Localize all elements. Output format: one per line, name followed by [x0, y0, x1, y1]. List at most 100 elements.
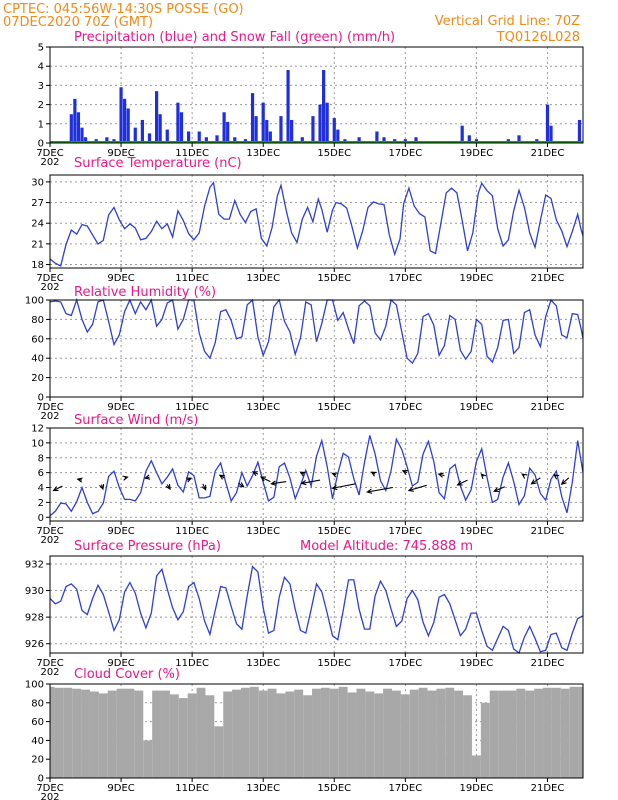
wind-vector-head: [331, 484, 338, 491]
x-tick-label: 17DEC: [388, 783, 422, 794]
cloud-cover-bar: [347, 692, 357, 778]
cloud-cover-bar: [196, 687, 206, 778]
x-tick-label: 15DEC: [317, 658, 351, 669]
wind-vector-arrow: [251, 471, 259, 477]
precip-bar: [119, 87, 123, 143]
cloud-cover-bar: [54, 687, 64, 778]
x-tick-label: 7DEC: [36, 526, 63, 537]
panel-title: Surface Wind (m/s): [74, 413, 198, 428]
y-tick-label: 932: [25, 559, 44, 570]
cloud-cover-bar: [134, 690, 144, 778]
header-run-line: 07DEC2020 70Z (GMT): [3, 15, 153, 30]
precip-bar: [204, 137, 208, 143]
wind-series-line: [49, 435, 584, 517]
cloud-cover-bar: [205, 695, 215, 778]
plot-frame: [49, 46, 584, 144]
wind-vector-head: [122, 475, 129, 481]
header-station-line: CPTEC: 045:56W-14:30S POSSE (GO): [3, 2, 244, 17]
precip-bar: [290, 119, 294, 143]
y-tick-label: 60: [31, 334, 44, 345]
wind-vector-arrow: [331, 483, 356, 491]
cloud-cover-bar: [72, 688, 82, 778]
y-tick-label: 926: [25, 639, 44, 650]
cloud-cover-bar: [329, 688, 339, 778]
y-tick-label: 12: [31, 424, 44, 435]
x-tick-label: 17DEC: [388, 658, 422, 669]
precip-bar: [460, 125, 464, 143]
x-tick-label: 9DEC: [107, 402, 134, 413]
wind-vector-arrow: [456, 479, 468, 486]
x-tick-label: 15DEC: [317, 783, 351, 794]
cloud-cover-bar: [187, 693, 197, 778]
wind-vector-head: [218, 474, 225, 480]
x-year-label: 202: [40, 282, 59, 293]
x-tick-label: 7DEC: [36, 148, 63, 159]
x-tick-label: 19DEC: [460, 148, 494, 159]
y-tick-label: 40: [31, 736, 44, 747]
cloud-cover-bar: [534, 688, 544, 778]
cloud-cover-bar: [320, 687, 330, 778]
x-tick-label: 19DEC: [460, 402, 494, 413]
wind-vector-arrow: [238, 482, 245, 488]
precip-bar: [123, 98, 127, 143]
wind-vector-head: [165, 483, 171, 491]
x-tick-label: 7DEC: [36, 783, 63, 794]
precip-bar: [375, 131, 379, 143]
x-tick-label: 11DEC: [175, 148, 209, 159]
wind-vector-arrow: [99, 483, 105, 491]
precip-bar: [517, 135, 521, 143]
cloud-cover-panel: 0 20 40 60 80 100 7DEC 9DEC 11DEC 13DEC 15DEC 17DEC…: [25, 667, 584, 800]
y-tick-label: 4: [38, 62, 44, 73]
wind-vector-shaft: [561, 477, 570, 485]
cloud-cover-bar: [356, 688, 366, 778]
cloud-cover-bar: [169, 694, 179, 778]
cloud-cover-bar: [294, 689, 304, 778]
precip-bar: [76, 112, 81, 143]
y-tick-label: 930: [25, 586, 44, 597]
precip-bar: [179, 112, 184, 143]
cloud-cover-bar: [267, 688, 277, 778]
y-tick-label: 0: [38, 513, 44, 524]
x-tick-label: 17DEC: [388, 273, 422, 284]
precip-bar: [83, 137, 88, 143]
wind-vector-arrow: [144, 474, 151, 480]
wind-vector-head: [259, 476, 267, 482]
wind-vector-shaft: [408, 484, 427, 492]
y-tick-label: 27: [31, 198, 44, 209]
precip-bar: [80, 127, 84, 143]
wind-vector-head: [437, 472, 444, 478]
wind-vector-arrow: [299, 471, 306, 477]
wind-vector-arrow: [122, 475, 129, 481]
wind-vector-shaft: [53, 485, 63, 491]
x-tick-label: 11DEC: [175, 526, 209, 537]
cloud-cover-bar: [454, 690, 464, 778]
x-tick-label: 15DEC: [317, 273, 351, 284]
precip-bar: [549, 125, 553, 143]
y-tick-label: 20: [31, 755, 44, 766]
x-tick-label: 21DEC: [531, 273, 565, 284]
precip-bar: [186, 131, 191, 143]
y-tick-label: 30: [31, 177, 44, 188]
cloud-cover-bar: [214, 726, 224, 778]
x-tick-label: 19DEC: [460, 273, 494, 284]
y-tick-label: 100: [25, 680, 44, 691]
wind-vector-head: [553, 474, 560, 480]
y-tick-label: 8: [38, 453, 44, 464]
precip-bar: [226, 121, 230, 143]
y-tick-label: 0: [38, 774, 44, 785]
x-tick-label: 11DEC: [175, 783, 209, 794]
precip-bar: [382, 137, 386, 143]
x-tick-label: 13DEC: [246, 783, 280, 794]
wind-vector-head: [407, 486, 414, 492]
wind-vector-head: [99, 483, 105, 491]
cloud-cover-bar: [383, 688, 393, 778]
x-tick-label: 13DEC: [246, 402, 280, 413]
wind-vector-shaft: [457, 479, 468, 486]
x-tick-label: 13DEC: [246, 273, 280, 284]
rh-series-line: [49, 297, 584, 365]
precip-bar: [577, 119, 582, 143]
wind-vector-arrow: [259, 476, 271, 483]
wind-vector-head: [366, 488, 373, 494]
precip-bar: [73, 98, 77, 143]
x-year-label: 202: [40, 667, 59, 678]
